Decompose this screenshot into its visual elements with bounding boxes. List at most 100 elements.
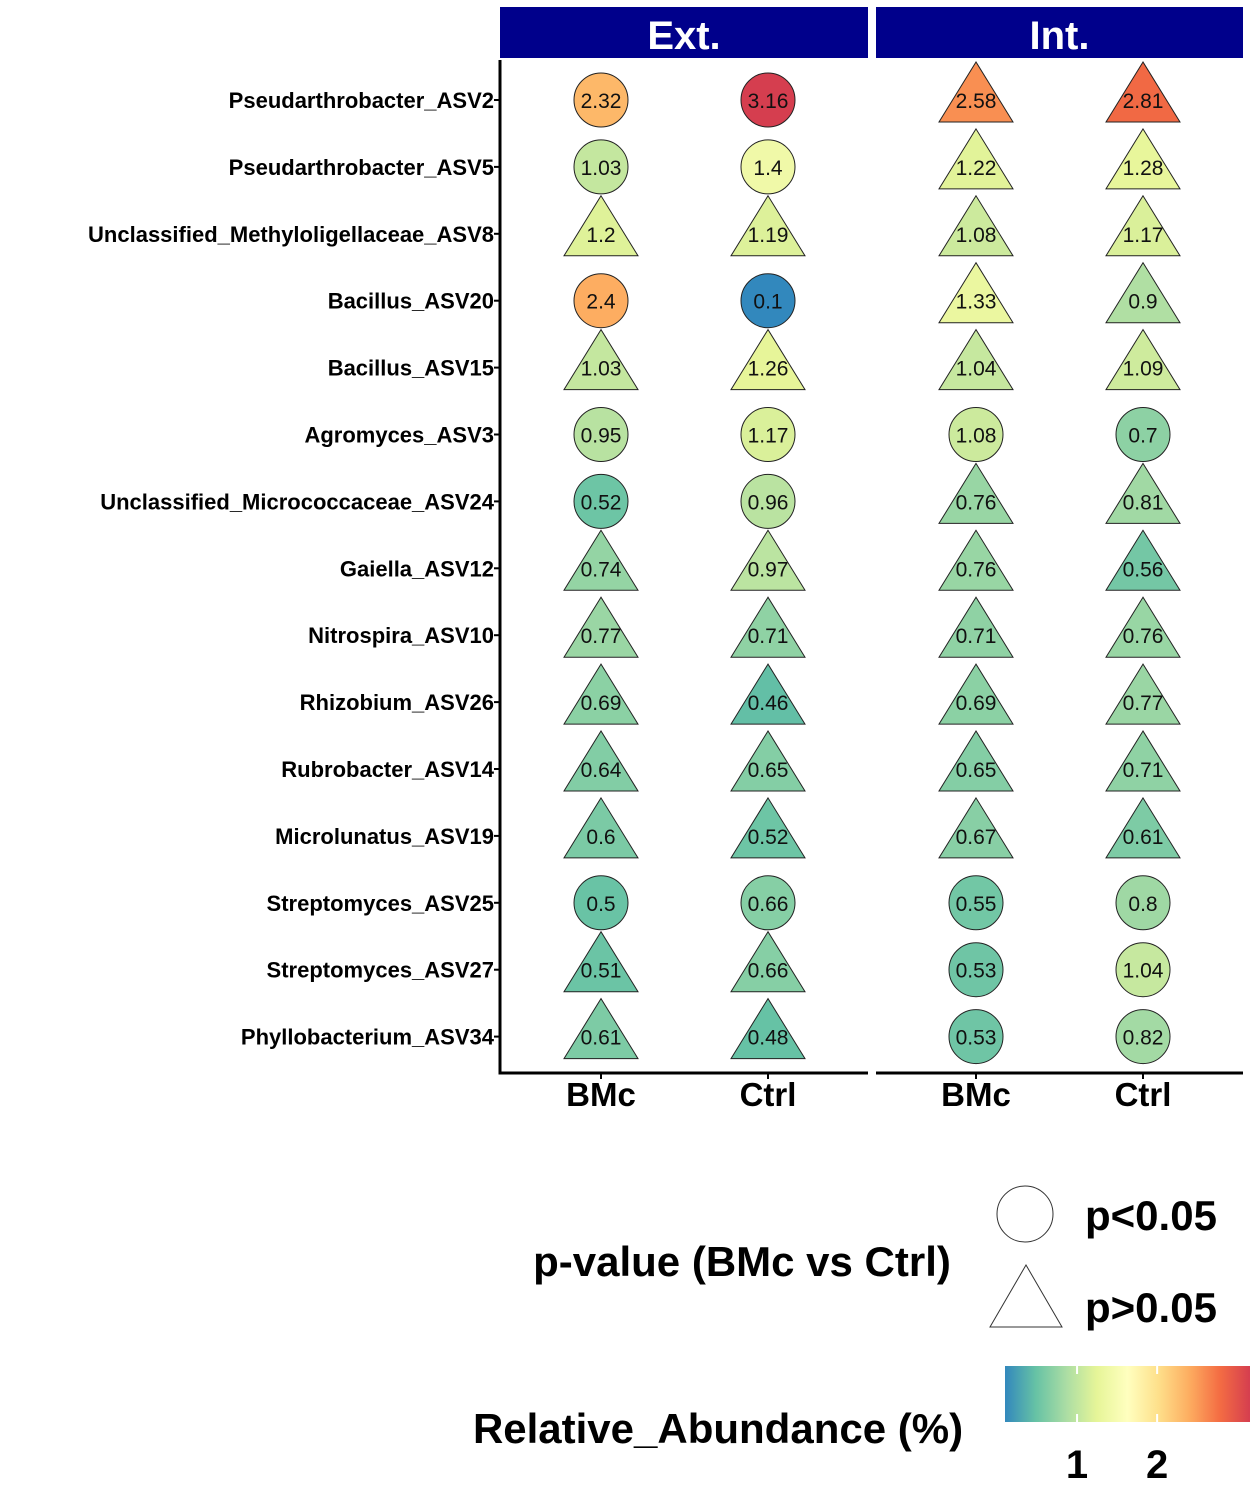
point-triangle: [938, 529, 1014, 591]
data-label: 0.76: [1123, 625, 1164, 648]
data-label: 0.77: [1123, 692, 1164, 715]
data-label: 1.26: [748, 358, 789, 381]
point-circle: [573, 72, 629, 128]
point-triangle: [938, 328, 1014, 391]
point-triangle: [563, 596, 639, 658]
data-label: 0.69: [956, 692, 997, 715]
point-triangle: [1105, 328, 1181, 391]
point-triangle: [938, 730, 1014, 792]
point-triangle: [1105, 796, 1181, 859]
point-circle: [948, 942, 1004, 998]
point-triangle: [563, 663, 639, 725]
point-triangle: [563, 328, 639, 391]
point-triangle: [563, 730, 639, 792]
point-triangle: [563, 796, 639, 859]
data-label: 0.53: [956, 960, 997, 983]
data-label: 0.9: [1128, 291, 1157, 314]
point-triangle: [730, 194, 806, 257]
data-label: 0.67: [956, 826, 997, 849]
data-label: 0.6: [586, 826, 615, 849]
point-triangle: [1105, 194, 1181, 257]
y-tick-label: Streptomyces_ASV27: [267, 958, 494, 983]
data-label: 1.28: [1123, 157, 1164, 180]
data-label: 0.66: [748, 893, 789, 916]
facet-strip-1: [876, 7, 1243, 58]
point-triangle: [730, 930, 806, 993]
legend-triangle-key: [989, 1264, 1063, 1328]
legend-circle-key: [996, 1185, 1054, 1243]
data-label: 0.55: [956, 893, 997, 916]
data-label: 0.5: [586, 893, 615, 916]
point-triangle: [730, 529, 806, 591]
point-triangle: [563, 930, 639, 993]
data-label: 0.71: [748, 625, 789, 648]
data-label: 1.22: [956, 157, 997, 180]
point-triangle: [730, 596, 806, 658]
x-tick-label: Ctrl: [740, 1076, 797, 1113]
point-circle: [573, 875, 629, 931]
data-label: 1.17: [748, 425, 789, 448]
point-triangle: [1105, 61, 1181, 123]
y-tick-label: Nitrospira_ASV10: [308, 623, 494, 648]
data-label: 0.66: [748, 960, 789, 983]
data-label: 2.58: [956, 90, 997, 113]
data-label: 0.71: [1123, 759, 1164, 782]
point-triangle: [730, 328, 806, 391]
data-label: 1.09: [1123, 358, 1164, 381]
data-label: 0.53: [956, 1027, 997, 1050]
legend-circle-label: p<0.05: [1085, 1192, 1217, 1239]
data-label: 0.1: [753, 291, 782, 314]
point-circle: [573, 273, 629, 329]
data-label: 0.52: [748, 826, 789, 849]
legend-triangle-label: p>0.05: [1085, 1284, 1217, 1331]
y-tick-label: Unclassified_Methyloligellaceae_ASV8: [88, 222, 494, 247]
data-label: 1.17: [1123, 224, 1164, 247]
point-triangle: [938, 663, 1014, 725]
data-label: 0.65: [748, 759, 789, 782]
data-label: 0.7: [1128, 425, 1157, 448]
data-label: 1.04: [956, 358, 997, 381]
y-tick-label: Pseudarthrobacter_ASV2: [229, 88, 494, 113]
x-tick-label: Ctrl: [1115, 1076, 1172, 1113]
data-label: 0.77: [581, 625, 622, 648]
point-triangle: [1105, 663, 1181, 725]
data-label: 1.08: [956, 425, 997, 448]
data-label: 0.76: [956, 558, 997, 581]
data-label: 1.4: [753, 157, 783, 180]
color-legend-tick-label: 2: [1146, 1443, 1168, 1487]
point-circle: [1115, 1009, 1171, 1065]
facet-strip-label-1: Int.: [1030, 14, 1090, 58]
point-triangle: [1105, 596, 1181, 658]
color-legend-title: Relative_Abundance (%): [473, 1405, 963, 1452]
point-triangle: [938, 261, 1014, 324]
point-circle: [573, 473, 629, 529]
data-label: 2.81: [1123, 90, 1164, 113]
point-triangle: [938, 194, 1014, 257]
point-triangle: [938, 596, 1014, 658]
y-tick-label: Rhizobium_ASV26: [300, 690, 494, 715]
data-label: 0.82: [1123, 1027, 1164, 1050]
point-triangle: [563, 529, 639, 591]
point-circle: [740, 407, 796, 462]
point-triangle: [1105, 127, 1181, 190]
point-triangle: [1105, 529, 1181, 591]
data-label: 2.4: [586, 291, 616, 314]
data-label: 0.76: [956, 491, 997, 514]
point-circle: [948, 407, 1004, 462]
y-tick-label: Microlunatus_ASV19: [275, 824, 494, 849]
facet-strip-label-0: Ext.: [647, 14, 720, 58]
data-label: 0.61: [581, 1027, 622, 1050]
x-tick-label: BMc: [566, 1076, 636, 1113]
data-label: 0.46: [748, 692, 789, 715]
color-legend-bar: [1005, 1366, 1250, 1422]
data-label: 0.69: [581, 692, 622, 715]
data-label: 0.61: [1123, 826, 1164, 849]
point-circle: [740, 72, 796, 128]
data-label: 1.33: [956, 291, 997, 314]
data-label: 0.64: [581, 759, 622, 782]
point-triangle: [938, 127, 1014, 190]
point-triangle: [938, 796, 1014, 859]
data-label: 0.96: [748, 491, 789, 514]
